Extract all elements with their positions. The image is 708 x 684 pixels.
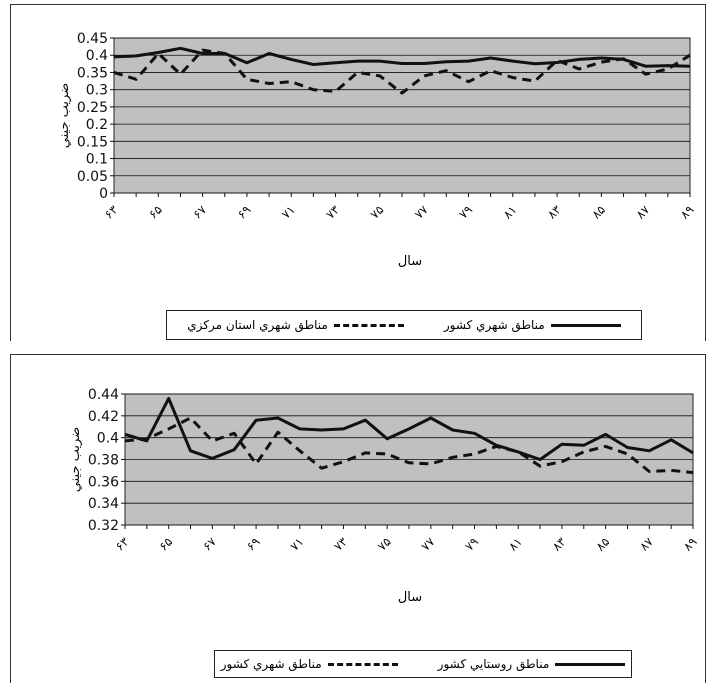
series-line-solid: [124, 396, 694, 461]
legend-item-solid: مناطق روستايي كشور: [438, 657, 626, 671]
x-tick-label: ۸۷: [633, 202, 652, 221]
legend-swatch-dashed: [327, 662, 398, 666]
y-tick-label: 0.4: [97, 431, 119, 447]
y-tick-label: 0.1: [86, 152, 108, 168]
chart-2-xlabel: سال: [397, 590, 423, 605]
x-tick-label: ۸۵: [589, 203, 608, 222]
x-tick-label: ۷۵: [375, 535, 394, 554]
x-tick-label: ۸۹: [678, 203, 697, 222]
x-tick-label: ۸۳: [550, 534, 569, 553]
x-tick-label: ۶۹: [244, 535, 263, 554]
x-tick-label: ۶۳: [102, 202, 121, 221]
x-tick-label: ۸۹: [681, 535, 700, 554]
x-tick-label: ۸۱: [506, 535, 525, 554]
y-tick-label: 0.42: [88, 409, 119, 425]
x-tick-label: ۶۹: [235, 203, 254, 222]
x-tick-label: ۷۳: [323, 202, 342, 221]
legend-swatch-dashed: [333, 323, 404, 327]
y-tick-label: 0.38: [88, 453, 119, 469]
y-tick-label: 0.25: [77, 100, 108, 116]
y-tick-label: 0.4: [86, 48, 108, 64]
legend-swatch-solid: [555, 662, 626, 666]
chart-1-xlabel: سال: [397, 254, 423, 269]
x-tick-label: ۷۹: [456, 203, 475, 222]
y-tick-label: 0.36: [88, 474, 119, 490]
series-line-solid: [113, 46, 691, 68]
y-tick-label: 0: [99, 186, 108, 202]
y-tick-label: 0.34: [88, 496, 119, 512]
legend-label: مناطق شهري استان مركزي: [187, 318, 328, 332]
legend-label: مناطق روستايي كشور: [437, 657, 550, 671]
y-tick-label: 0.45: [77, 31, 108, 47]
x-tick-label: ۷۹: [462, 535, 481, 554]
x-tick-label: ۷۷: [419, 534, 438, 553]
x-tick-label: ۸۳: [545, 202, 564, 221]
x-tick-label: ۷۵: [368, 203, 387, 222]
legend-item-solid: مناطق شهري كشور: [444, 318, 621, 332]
y-tick-label: 0.35: [77, 65, 108, 81]
chart-1-frame: [10, 4, 706, 341]
chart-2-frame: [10, 354, 706, 683]
series-line-dashed: [124, 416, 694, 475]
x-tick-label: ۸۱: [500, 203, 519, 222]
legend-item-dashed: مناطق شهري استان مركزي: [187, 318, 404, 332]
y-tick-label: 0.05: [77, 169, 108, 185]
y-axis-label: ضريب جيني: [57, 83, 72, 148]
y-tick-label: 0.32: [88, 518, 119, 534]
legend-item-dashed: مناطق شهري كشور: [221, 657, 398, 671]
x-tick-label: ۷۱: [279, 203, 298, 222]
series-line-dashed: [113, 48, 691, 95]
chart-2-plot: 0.32 0.34 0.36 0.38 0.4 0.42 0.44 ۶۳ ۶۵ ۶۷ ۶۹ ۷۱ ۷۳ ۷…: [68, 387, 700, 554]
chart-1-legend: مناطق شهري كشور مناطق شهري استان مركزي: [166, 310, 642, 340]
x-tick-label: ۷۱: [287, 535, 306, 554]
x-tick-label: ۶۵: [146, 203, 165, 222]
x-tick-label: ۷۷: [412, 202, 431, 221]
legend-label: مناطق شهري كشور: [443, 318, 545, 332]
legend-swatch-solid: [550, 323, 621, 327]
y-tick-label: 0.44: [88, 387, 119, 403]
x-tick-label: ۶۷: [200, 534, 219, 553]
x-tick-label: ۶۷: [190, 202, 209, 221]
x-tick-label: ۶۵: [156, 535, 175, 554]
y-tick-label: 0.3: [86, 83, 108, 99]
y-tick-label: 0.2: [86, 117, 108, 133]
chart-2-legend: مناطق روستايي كشور مناطق شهري كشور: [214, 650, 632, 678]
x-tick-label: ۷۳: [331, 534, 350, 553]
x-tick-label: ۶۳: [113, 534, 132, 553]
legend-label: مناطق شهري كشور: [220, 657, 322, 671]
x-tick-label: ۸۵: [593, 535, 612, 554]
chart-panel-2: 0.32 0.34 0.36 0.38 0.4 0.42 0.44 ۶۳ ۶۵ ۶۷ ۶۹ ۷۱ ۷۳ ۷…: [0, 354, 708, 684]
x-tick-label: ۸۷: [637, 534, 656, 553]
y-axis-label: ضريب جيني: [68, 427, 83, 492]
y-tick-label: 0.15: [77, 134, 108, 150]
chart-1-plot: 00.050.1 0.150.20.250.3 0.350.40.45 ۶۳ ۶۵ ۶۷ ۶…: [57, 31, 697, 222]
chart-panel-1: 0 0.05 0.1 0.15 0.2 0.25 0.3 0.35 0.4 0.45 ۶۳ ۶۵ ۶۷ ۶…: [0, 0, 708, 341]
